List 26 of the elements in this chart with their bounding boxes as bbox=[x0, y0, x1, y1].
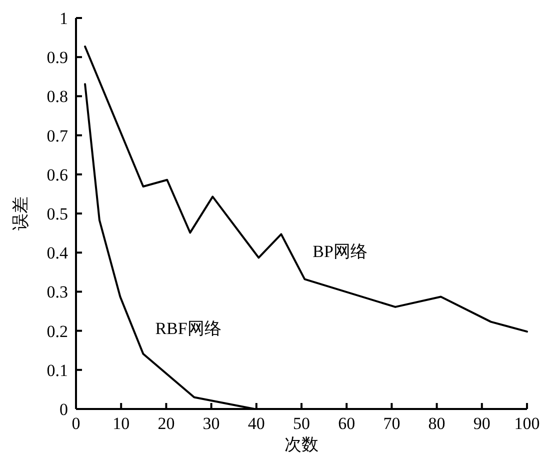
x-tick-label: 60 bbox=[338, 414, 356, 433]
y-tick-label: 0.5 bbox=[46, 204, 68, 224]
y-tick-label: 0 bbox=[60, 400, 68, 419]
y-tick-label: 0.3 bbox=[46, 282, 68, 302]
y-tick-label: 0.1 bbox=[46, 360, 68, 380]
y-tick-label: 0.4 bbox=[46, 244, 68, 263]
y-axis-title: 误差 bbox=[11, 196, 30, 230]
x-tick-label: 20 bbox=[158, 414, 175, 433]
x-tick-label: 30 bbox=[202, 414, 220, 433]
x-tick-label: 100 bbox=[514, 414, 540, 433]
series-label: BP网络 bbox=[312, 242, 368, 262]
y-tick-label: 0.9 bbox=[46, 48, 68, 68]
x-tick-label: 10 bbox=[112, 414, 130, 433]
x-tick-label: 40 bbox=[248, 414, 265, 433]
x-tick-label: 80 bbox=[428, 414, 446, 433]
series-label: RBF网络 bbox=[155, 318, 222, 338]
x-tick-label: 70 bbox=[383, 414, 400, 433]
x-tick-label: 50 bbox=[293, 414, 310, 433]
x-tick-label: 90 bbox=[473, 414, 490, 433]
y-tick-label: 0.6 bbox=[46, 165, 68, 184]
y-tick-label: 0.7 bbox=[46, 126, 68, 146]
y-tick-label: 0.2 bbox=[46, 322, 68, 341]
y-tick-label: 1 bbox=[60, 9, 68, 28]
x-tick-label: 0 bbox=[72, 414, 80, 433]
y-tick-label: 0.8 bbox=[46, 87, 68, 106]
x-axis-title: 次数 bbox=[284, 435, 318, 454]
